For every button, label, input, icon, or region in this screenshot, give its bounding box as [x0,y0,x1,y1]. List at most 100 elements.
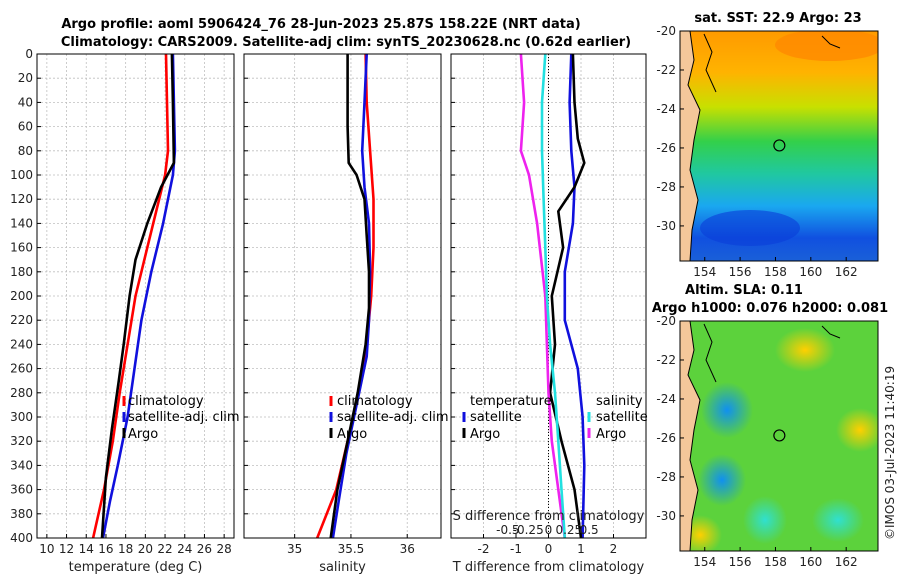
y-tick-label: 220 [10,313,33,327]
lon-tick-label: 156 [729,265,752,279]
sla-land-australia [680,321,701,551]
sst-warm-patch [775,31,878,61]
x-tick-label: 2 [610,542,618,556]
lon-tick-label: 156 [729,555,752,569]
series-line-salinity-argo [519,53,567,539]
x-tick-label: -1 [510,542,522,556]
figure-title-line1: Argo profile: aoml 5906424_76 28-Jun-202… [61,17,580,32]
lat-tick-label: -24 [656,102,676,116]
figure-title-line2: Climatology: CARS2009. Satellite-adj cli… [61,35,631,50]
legend-label-s-satellite: satellite [596,410,648,425]
x2-tick-label: 0 [545,523,553,537]
x-tick-label: 1 [577,542,585,556]
y-tick-label: 40 [18,95,33,109]
sst-map-title: sat. SST: 22.9 Argo: 23 [694,11,861,26]
x-tick-label: 28 [217,542,232,556]
legend-label-climatology: climatology [337,394,413,409]
y-tick-label: 120 [10,192,33,206]
temperature-legend: climatology satellite-adj. clim Argo [122,394,240,442]
lat-tick-label: -24 [656,392,676,406]
series-line-temperature-argo [548,53,586,539]
x2-tick-label: -0.5 [496,523,519,537]
y-tick-label: 200 [10,289,33,303]
lon-tick-label: 162 [835,265,858,279]
temperature-panel: 10 12 14 16 18 20 22 24 26 2802040608010012014016… [10,47,235,575]
y-tick-label: 280 [10,386,33,400]
x-tick-label: 10 [39,542,54,556]
sla-high-3 [836,408,878,452]
lat-tick-label: -22 [656,353,676,367]
sst-map [680,31,878,261]
y-tick-label: 0 [25,47,33,61]
y-tick-label: 400 [10,531,33,545]
sla-low-1 [701,382,753,438]
y-tick-label: 180 [10,265,33,279]
x-tick-label: 14 [79,542,94,556]
sla-reef-outline [703,323,841,383]
sla-low-3 [743,496,787,544]
y-tick-label: 20 [18,71,33,85]
x-tick-label: 35 [287,542,302,556]
series-line-argo [100,53,176,539]
x-tick-label: 0 [545,542,553,556]
lat-tick-label: -20 [656,24,676,38]
argo-position-circle [773,429,786,442]
lon-tick-label: 154 [693,555,716,569]
sst-map-frame [679,30,879,262]
y-tick-label: 260 [10,362,33,376]
lon-tick-label: 158 [764,265,787,279]
credit-label: ©IMOS 03-Jul-2023 11:40:19 [883,366,897,540]
legend-label-argo: Argo [337,427,367,442]
x2-tick-label: -0.25 [513,523,544,537]
difference-legend: temperature satellite Argo salinity sate… [462,394,648,442]
legend-label-satellite: satellite-adj. clim [128,410,240,425]
legend-label-climatology: climatology [128,394,204,409]
salinity-panel: 35 35.5 36 salinity [243,53,442,575]
x-tick-label: 18 [118,542,133,556]
x-tick-label: 12 [59,542,74,556]
salinity-legend: climatology satellite-adj. clim Argo [329,394,449,442]
x-axis-label: temperature (deg C) [69,560,203,575]
legend-label-t-satellite: satellite [470,410,522,425]
x-tick-label: 16 [98,542,113,556]
y-tick-label: 380 [10,507,33,521]
lon-tick-label: 160 [799,555,822,569]
y-tick-label: 300 [10,410,33,424]
lon-tick-label: 158 [764,555,787,569]
lon-tick-label: 162 [835,555,858,569]
sst-reef-outline [703,33,841,93]
lat-tick-label: -30 [656,219,676,233]
y-tick-label: 340 [10,458,33,472]
difference-panel: -2 -1 0 1 2 T difference from climatology S di… [450,53,647,575]
sla-low-4 [812,498,864,542]
x2-tick-label: 0.5 [580,523,599,537]
sst-map-axes: -20 -22 -24 -26 -28 -30 154 156 158 160 162 [656,24,857,279]
lat-tick-label: -26 [656,141,676,155]
legend-label-satellite: satellite-adj. clim [337,410,449,425]
series-line-salinity-satellite [540,53,567,539]
sla-low-2 [698,454,746,506]
series-line-temperature-satellite [563,53,586,539]
lat-tick-label: -20 [656,314,676,328]
argo-position-circle [773,139,786,152]
x-axis-label: salinity [319,560,366,575]
y-tick-label: 60 [18,120,33,134]
sst-argo-marker [773,139,786,152]
lon-tick-label: 160 [799,265,822,279]
legend-label-s-argo: Argo [596,427,626,442]
y-tick-label: 80 [18,144,33,158]
lat-tick-label: -28 [656,470,676,484]
sla-map [680,321,878,551]
lat-tick-label: -28 [656,180,676,194]
sla-map-axes: -20 -22 -24 -26 -28 -30 154 156 158 160 162 [656,314,857,569]
legend-header-salinity: salinity [596,394,643,409]
x2-axis-label: S difference from climatology [453,509,645,524]
lon-tick-label: 154 [693,265,716,279]
sst-land-australia [680,31,701,261]
legend-label-argo: Argo [128,427,158,442]
x-axis-label: T difference from climatology [452,560,645,575]
sla-map-title-line1: Altim. SLA: 0.11 [685,283,803,298]
x-tick-label: 24 [177,542,192,556]
sla-high-1 [775,328,835,372]
